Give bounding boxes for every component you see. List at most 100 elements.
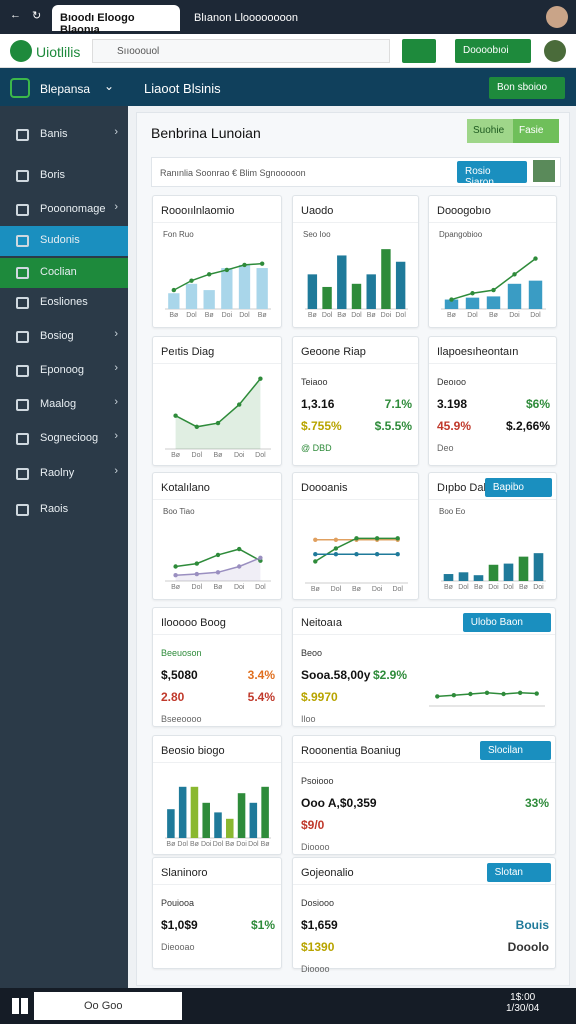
nav-item[interactable]: Banis › — [0, 120, 128, 150]
point — [215, 552, 221, 558]
stat-row: 45.9% $.2,66% — [437, 415, 550, 437]
stat: Dosiooo — [301, 898, 335, 908]
menu-icon[interactable] — [10, 78, 30, 98]
reload-icon[interactable]: ↻ — [32, 10, 42, 22]
nav-icon — [16, 504, 29, 516]
point — [224, 267, 230, 273]
nav-icon — [16, 399, 29, 411]
x-tick-label: Dol — [331, 586, 342, 593]
chevron[interactable]: ⌄ — [104, 79, 115, 93]
point — [512, 272, 517, 277]
action-button[interactable]: Bon sboioo — [489, 77, 565, 99]
card-button[interactable]: Ulobo Baon — [462, 613, 551, 632]
point — [206, 272, 212, 277]
tab[interactable]: Bıoodı Eloogo Blaonıa — [52, 5, 180, 36]
point — [194, 561, 199, 566]
card-title: Rooonentia Boaniug — [301, 745, 401, 757]
stat: $1,659 — [301, 918, 338, 932]
stat-row: $.9970 — [301, 686, 407, 708]
nav-icon — [16, 331, 29, 343]
search-box[interactable]: Sııooouol — [92, 39, 390, 63]
point — [259, 261, 265, 266]
taskbar-search[interactable]: Oo Goo — [34, 992, 182, 1020]
legend: Dpangobioo — [439, 230, 483, 239]
card: Kotalılano Boo Tiao Bø Dol Bø Doi Dol — [152, 472, 282, 600]
point — [484, 690, 490, 695]
nav-item[interactable]: Coclian — [0, 258, 128, 288]
avatar[interactable] — [544, 40, 566, 62]
card-button[interactable]: Slotan — [486, 863, 551, 882]
chart: Bø Dol Bø Doi Dol Bø — [165, 261, 271, 319]
x-tick-label: Bø — [519, 584, 529, 591]
nav-item[interactable]: Eponoog › — [0, 356, 128, 386]
bar — [381, 249, 391, 309]
x-tick-label: Dol — [213, 841, 224, 848]
nav-item[interactable]: Sudonis — [0, 226, 128, 256]
nav-item[interactable]: Bosiog › — [0, 322, 128, 352]
point — [451, 693, 457, 698]
point — [470, 291, 475, 296]
point — [237, 564, 242, 569]
card: Roooıılnlaomio Fon Ruo Bø Dol Bø Doi Dol Bø — [152, 195, 282, 328]
x-tick-label: Doi — [222, 312, 233, 319]
nav-item[interactable]: Pooonomage › — [0, 195, 128, 225]
point — [333, 546, 339, 551]
x-tick-label: Doi — [488, 584, 499, 591]
nav-label: Raois — [40, 503, 69, 515]
stats: Psoiooo Ooo A,$0,359 33% $9/0 Dioooo — [301, 770, 549, 858]
start[interactable] — [12, 998, 28, 1014]
stat-row: Dosiooo — [301, 892, 549, 914]
divider — [153, 222, 281, 223]
divider — [293, 762, 555, 763]
divider — [429, 499, 556, 500]
search-button[interactable] — [402, 39, 436, 63]
x-tick-label: Dol — [395, 312, 406, 319]
nav-item[interactable]: Sognecioog › — [0, 424, 128, 454]
x-tick-label: Bø — [169, 312, 179, 319]
stat: Dooolo — [507, 940, 549, 954]
card-title: Slaninoro — [161, 867, 208, 879]
point — [242, 262, 247, 268]
nav-item[interactable]: Maalog › — [0, 390, 128, 420]
nav-label: Sognecioog — [40, 432, 99, 444]
nav-item[interactable]: Raois — [0, 495, 128, 525]
x-tick-label: Doi — [234, 584, 245, 591]
x-tick-label: Doi — [236, 841, 247, 848]
x-tick-label: Dol — [322, 312, 333, 319]
bar — [473, 575, 484, 581]
nav-item[interactable]: Eosliones — [0, 288, 128, 318]
card-button[interactable]: Slocilan — [479, 741, 551, 760]
toggle[interactable]: Fasie — [513, 119, 559, 143]
bar — [190, 786, 199, 838]
profile[interactable] — [546, 6, 568, 28]
nav-label: Coclian — [40, 266, 77, 278]
bar — [185, 283, 198, 309]
tab[interactable]: Blıanon Lloooooooon — [194, 12, 298, 24]
nav-icon — [16, 170, 29, 182]
filter-text: Ranınlia Soonrao € Blim Sgnooooon — [160, 168, 306, 178]
card-button[interactable]: Bapibo — [484, 478, 552, 497]
filter-button[interactable]: Rosio Siaron — [457, 161, 527, 188]
bar — [486, 296, 501, 309]
x-tick-label: Bø — [171, 452, 181, 459]
card: Uaodo Seo Ioo Bø Dol Bø Dol Bø Doi Dol — [292, 195, 419, 328]
point — [517, 690, 523, 695]
x-tick-label: Dol — [177, 841, 188, 848]
back-icon[interactable]: ← — [10, 9, 21, 21]
clock: 1$:00 1/30/04 — [506, 992, 539, 1014]
divider — [293, 363, 418, 364]
line — [173, 262, 263, 291]
stat: Dieooao — [161, 942, 195, 952]
stats: Deoıoo 3.198 $6% 45.9% $.2,66% Deo — [437, 371, 550, 459]
bar — [249, 802, 258, 838]
stat-row: Beeuoson — [161, 642, 275, 664]
point — [354, 536, 359, 541]
nav-item[interactable]: Raolny › — [0, 459, 128, 489]
nav-item[interactable]: Boris — [0, 161, 128, 191]
toggle[interactable]: Suohie — [467, 119, 513, 143]
card-title: Dooogobıo — [437, 205, 491, 217]
header-button[interactable]: Doooobıoi — [455, 39, 531, 63]
stat: Teiaoo — [301, 377, 328, 387]
stat: @ DBD — [301, 443, 332, 453]
nav-label: Eosliones — [40, 296, 88, 308]
